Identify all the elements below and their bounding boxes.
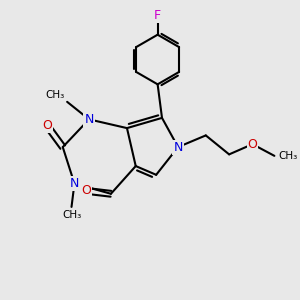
Text: N: N [173, 141, 183, 154]
Text: CH₃: CH₃ [62, 210, 81, 220]
Text: F: F [154, 9, 161, 22]
Text: O: O [248, 138, 257, 151]
Text: CH₃: CH₃ [279, 151, 298, 161]
Text: N: N [84, 113, 94, 126]
Text: CH₃: CH₃ [45, 90, 64, 100]
Text: O: O [42, 119, 52, 132]
Text: O: O [81, 184, 91, 197]
Text: N: N [70, 177, 79, 190]
